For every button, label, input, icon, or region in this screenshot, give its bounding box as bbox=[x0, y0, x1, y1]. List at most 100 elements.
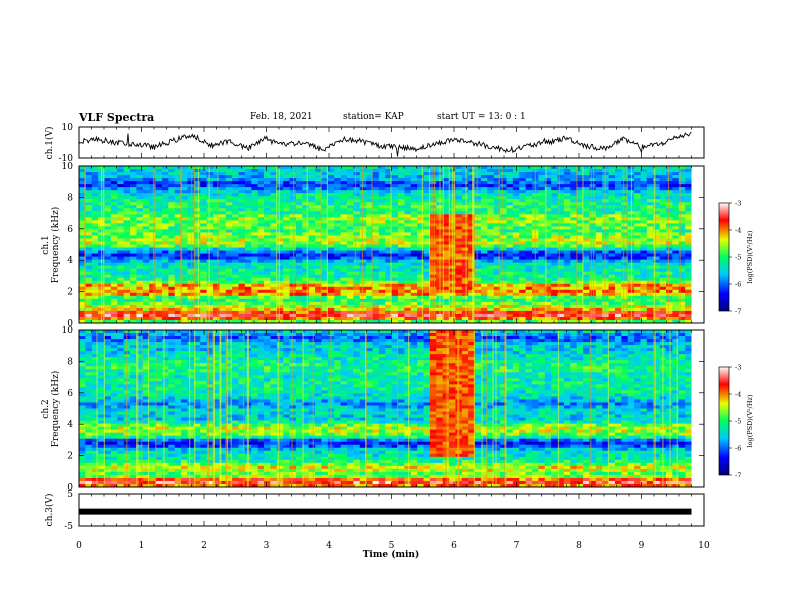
spectrogram-cell bbox=[117, 214, 125, 218]
spectrogram-cell bbox=[104, 310, 112, 315]
spectrogram-cell bbox=[506, 295, 514, 300]
spectrogram-cell bbox=[142, 271, 150, 276]
spectrogram-cell bbox=[551, 292, 558, 297]
spectrogram-cell bbox=[289, 190, 297, 194]
spectrogram-cell bbox=[595, 316, 603, 321]
spectrogram-cell bbox=[378, 319, 386, 324]
spectrogram-cell bbox=[251, 319, 259, 324]
spectrogram-cell bbox=[346, 316, 354, 321]
spectrogram-cell bbox=[429, 196, 437, 200]
spectrogram-cell bbox=[525, 232, 533, 236]
spectrogram-cell bbox=[468, 283, 475, 288]
spectrogram-cell bbox=[608, 184, 616, 188]
spectrogram-cell bbox=[130, 232, 137, 236]
spectrogram-cell bbox=[117, 253, 125, 257]
spectrogram-cell bbox=[525, 229, 533, 233]
spectrogram-cell bbox=[321, 253, 329, 257]
spectrogram-cell bbox=[238, 247, 246, 251]
spectrogram-cell bbox=[244, 280, 252, 285]
spectrogram-cell bbox=[385, 193, 393, 197]
spectrogram-cell bbox=[442, 229, 450, 233]
spectrogram-cell bbox=[417, 232, 424, 236]
spectrogram-cell bbox=[685, 310, 692, 315]
spectrogram-cell bbox=[149, 217, 156, 221]
spectrogram-cell bbox=[110, 289, 118, 294]
spectrogram-cell bbox=[506, 259, 514, 264]
spectrogram-cell bbox=[174, 238, 182, 242]
spectrogram-cell bbox=[251, 226, 259, 230]
spectrogram-cell bbox=[417, 220, 424, 224]
spectrogram-cell bbox=[493, 235, 501, 239]
spectrogram-cell bbox=[91, 277, 99, 282]
spectrogram-cell bbox=[506, 253, 514, 257]
spectrogram-cell bbox=[493, 193, 501, 197]
spectrogram-cell bbox=[500, 235, 507, 239]
spectrogram-cell bbox=[608, 244, 616, 248]
spectrogram-cell bbox=[672, 193, 680, 197]
spectrogram-cell bbox=[353, 193, 361, 197]
spectrogram-cell bbox=[551, 283, 558, 288]
spectrogram-cell bbox=[104, 166, 112, 170]
spectrogram-cell bbox=[251, 229, 259, 233]
spectrogram-cell bbox=[117, 262, 125, 267]
spectrogram-cell bbox=[563, 211, 571, 215]
spectrogram-cell bbox=[506, 169, 514, 173]
spectrogram-cell bbox=[385, 244, 393, 248]
spectrogram-cell bbox=[480, 301, 488, 306]
spectrogram-cell bbox=[589, 304, 597, 309]
spectrogram-cell bbox=[493, 226, 501, 230]
spectrogram-cell bbox=[232, 190, 239, 194]
spectrogram-cell bbox=[346, 229, 354, 233]
spectrogram-cell bbox=[174, 247, 182, 251]
spectrogram-cell bbox=[608, 181, 616, 185]
spectrogram-cell bbox=[295, 238, 303, 242]
spectrogram-cell bbox=[519, 289, 527, 294]
spectrogram-cell bbox=[461, 238, 469, 242]
spectrogram-cell bbox=[672, 304, 680, 309]
spectrogram-cell bbox=[136, 310, 144, 315]
spectrogram-cell bbox=[659, 298, 667, 303]
spectrogram-cell bbox=[608, 202, 616, 206]
spectrogram-cell bbox=[193, 181, 201, 185]
spectrogram-cell bbox=[423, 220, 431, 224]
spectrogram-cell bbox=[595, 202, 603, 206]
spectrogram-cell bbox=[104, 256, 112, 260]
spectrogram-cell bbox=[270, 169, 278, 173]
spectrogram-cell bbox=[672, 277, 680, 282]
spectrogram-cell bbox=[238, 307, 246, 312]
spectrogram-cell bbox=[640, 205, 648, 209]
spectrogram-cell bbox=[442, 175, 450, 179]
spectrogram-cell bbox=[372, 280, 380, 285]
spectrogram-cell bbox=[410, 277, 418, 282]
spectrogram-cell bbox=[576, 253, 584, 257]
spectrogram-cell bbox=[417, 244, 424, 248]
spectrogram-cell bbox=[474, 298, 482, 303]
spectrogram-cell bbox=[519, 247, 527, 251]
spectrogram-cell bbox=[487, 211, 495, 215]
spectrogram-cell bbox=[512, 232, 520, 236]
spectrogram-cell bbox=[519, 271, 527, 276]
spectrogram-cell bbox=[410, 253, 418, 257]
spectrogram-cell bbox=[168, 220, 176, 224]
spectrogram-cell bbox=[640, 217, 648, 221]
spectrogram-cell bbox=[672, 166, 680, 170]
spectrogram-cell bbox=[595, 304, 603, 309]
spectrogram-cell bbox=[634, 283, 641, 288]
spectrogram-cell bbox=[244, 301, 252, 306]
spectrogram-cell bbox=[410, 199, 418, 203]
spectrogram-cell bbox=[621, 190, 629, 194]
spectrogram-cell bbox=[359, 268, 367, 273]
spectrogram-cell bbox=[85, 175, 93, 179]
spectrogram-cell bbox=[372, 223, 380, 227]
spectrogram-cell bbox=[557, 214, 565, 218]
spectrogram-cell bbox=[557, 235, 565, 239]
spectrogram-cell bbox=[104, 220, 112, 224]
spectrogram-cell bbox=[295, 271, 303, 276]
spectrogram-cell bbox=[130, 247, 137, 251]
spectrogram-cell bbox=[283, 256, 290, 260]
spectrogram-cell bbox=[340, 280, 348, 285]
spectrogram-cell bbox=[251, 244, 259, 248]
spectrogram-cell bbox=[685, 274, 692, 279]
spectrogram-cell bbox=[340, 214, 348, 218]
spectrogram-cell bbox=[487, 319, 495, 324]
